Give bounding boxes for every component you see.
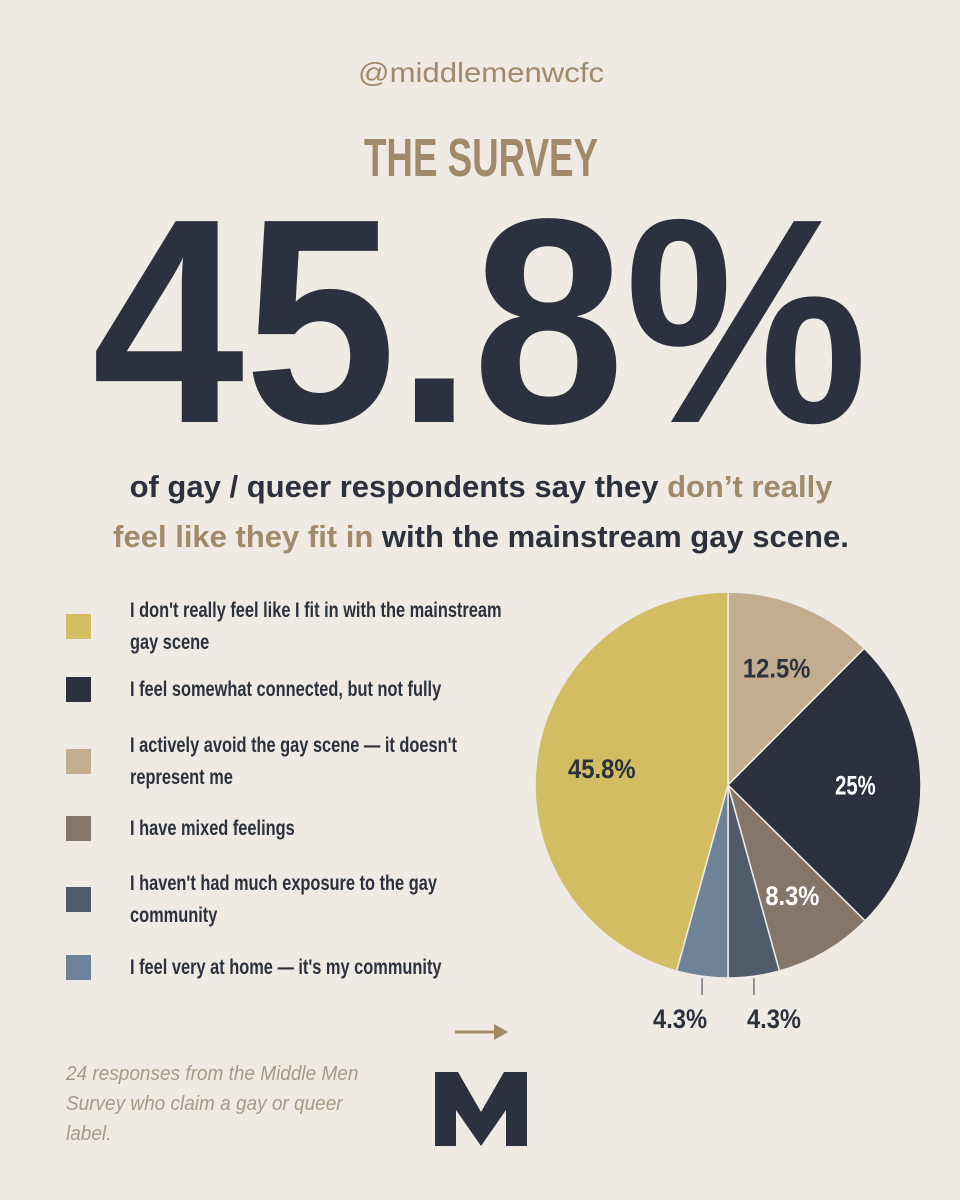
subtitle-text: of gay / queer respondents say they: [130, 469, 668, 504]
value-label: 4.3%: [653, 1004, 707, 1034]
legend-label-group: I have mixed feelings: [130, 816, 295, 839]
value-label: 12.5%: [743, 653, 811, 683]
handle: @middlemenwcfc: [358, 57, 604, 88]
legend-swatch: [66, 816, 91, 841]
legend-label-group: I don't really feel like I fit in with t…: [130, 598, 502, 653]
footnote-text-group: 24 responses from the Middle Men Survey w…: [65, 1063, 358, 1146]
legend-label: I have mixed feelings: [130, 816, 295, 839]
legend-swatch: [66, 887, 91, 912]
footnote: 24 responses from the Middle Men Survey w…: [65, 1063, 358, 1146]
legend-swatch: [66, 677, 91, 702]
pie-slice: [727, 591, 866, 787]
pie-chart: 12.5% 25% 8.3% 4.3% 4.3% 45.8%: [534, 591, 922, 1034]
subtitle-line: feel like they fit in with the mainstrea…: [113, 519, 849, 554]
pie-slice: [534, 591, 729, 972]
value-label: 45.8%: [568, 754, 636, 784]
subtitle-text: with the mainstream gay scene.: [373, 519, 849, 554]
legend: I don't really feel like I fit in with t…: [66, 598, 502, 980]
legend-swatch: [66, 614, 91, 639]
legend-label: I feel somewhat connected, but not fully: [130, 677, 442, 700]
logo: [435, 1072, 527, 1146]
legend-label: I haven't had much exposure to the gay co…: [130, 871, 437, 926]
subtitle-text: don’t really: [667, 469, 833, 504]
legend-label-group: I haven't had much exposure to the gay co…: [130, 871, 437, 926]
value-label: 8.3%: [765, 881, 819, 911]
subtitle-line: of gay / queer respondents say they don’…: [130, 469, 834, 504]
value-label: 4.3%: [747, 1004, 801, 1034]
legend-swatch: [66, 749, 91, 774]
pie-slice: [726, 647, 922, 922]
legend-swatch: [66, 955, 91, 980]
legend-label-group: I feel somewhat connected, but not fully: [130, 677, 442, 700]
subtitle: of gay / queer respondents say they don’…: [113, 469, 849, 554]
value-label: 25%: [835, 771, 876, 801]
legend-label-group: I actively avoid the gay scene — it does…: [130, 733, 458, 788]
legend-label: I don't really feel like I fit in with t…: [130, 598, 502, 653]
arrow-icon: [455, 1024, 508, 1040]
legend-label-group: I feel very at home — it's my community: [130, 955, 442, 978]
legend-label: I actively avoid the gay scene — it does…: [130, 733, 458, 788]
legend-label: I feel very at home — it's my community: [130, 955, 442, 978]
subtitle-text: feel like they fit in: [113, 519, 373, 554]
headline-stat: 45.8%: [92, 158, 868, 484]
footnote-text: 24 responses from the Middle Men Survey w…: [65, 1063, 358, 1146]
pie-slice: [726, 782, 867, 972]
title: THE SURVEY: [364, 128, 598, 188]
